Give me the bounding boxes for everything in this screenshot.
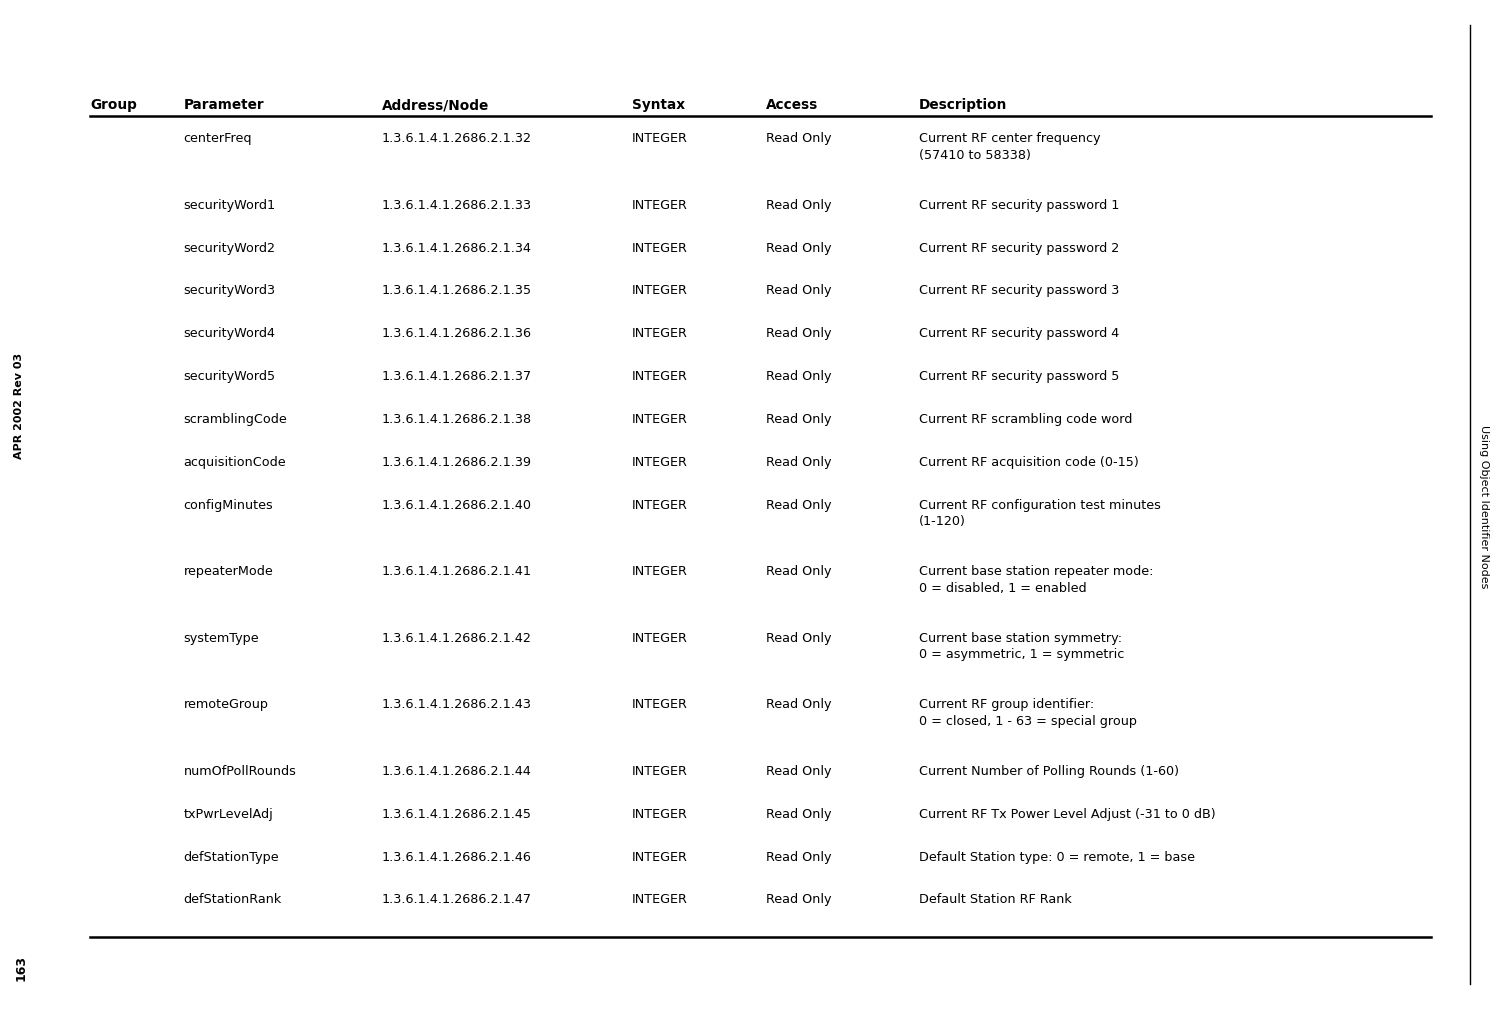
Text: INTEGER: INTEGER	[632, 241, 687, 255]
Text: Current RF security password 5: Current RF security password 5	[919, 370, 1120, 383]
Text: 1.3.6.1.4.1.2686.2.1.40: 1.3.6.1.4.1.2686.2.1.40	[382, 499, 531, 512]
Text: INTEGER: INTEGER	[632, 765, 687, 778]
Text: defStationRank: defStationRank	[184, 893, 281, 907]
Text: Parameter: Parameter	[184, 98, 263, 113]
Text: INTEGER: INTEGER	[632, 632, 687, 645]
Text: 1.3.6.1.4.1.2686.2.1.36: 1.3.6.1.4.1.2686.2.1.36	[382, 328, 531, 341]
Text: APR 2002 Rev 03: APR 2002 Rev 03	[15, 353, 24, 458]
Text: INTEGER: INTEGER	[632, 851, 687, 864]
Text: Read Only: Read Only	[766, 699, 832, 711]
Text: Description: Description	[919, 98, 1007, 113]
Text: INTEGER: INTEGER	[632, 413, 687, 426]
Text: acquisitionCode: acquisitionCode	[184, 456, 286, 469]
Text: Read Only: Read Only	[766, 132, 832, 145]
Text: 1.3.6.1.4.1.2686.2.1.39: 1.3.6.1.4.1.2686.2.1.39	[382, 456, 531, 469]
Text: Current RF security password 1: Current RF security password 1	[919, 199, 1120, 212]
Text: Read Only: Read Only	[766, 566, 832, 578]
Text: configMinutes: configMinutes	[184, 499, 274, 512]
Text: 1.3.6.1.4.1.2686.2.1.47: 1.3.6.1.4.1.2686.2.1.47	[382, 893, 531, 907]
Text: Read Only: Read Only	[766, 413, 832, 426]
Text: securityWord1: securityWord1	[184, 199, 275, 212]
Text: Read Only: Read Only	[766, 370, 832, 383]
Text: Current Number of Polling Rounds (1-60): Current Number of Polling Rounds (1-60)	[919, 765, 1180, 778]
Text: Read Only: Read Only	[766, 456, 832, 469]
Text: Read Only: Read Only	[766, 807, 832, 820]
Text: Default Station type: 0 = remote, 1 = base: Default Station type: 0 = remote, 1 = ba…	[919, 851, 1195, 864]
Text: INTEGER: INTEGER	[632, 566, 687, 578]
Text: securityWord3: securityWord3	[184, 285, 275, 297]
Text: 1.3.6.1.4.1.2686.2.1.35: 1.3.6.1.4.1.2686.2.1.35	[382, 285, 531, 297]
Text: Current base station symmetry:
0 = asymmetric, 1 = symmetric: Current base station symmetry: 0 = asymm…	[919, 632, 1124, 661]
Text: Current RF scrambling code word: Current RF scrambling code word	[919, 413, 1133, 426]
Text: repeaterMode: repeaterMode	[184, 566, 274, 578]
Text: INTEGER: INTEGER	[632, 370, 687, 383]
Text: Using Object Identifier Nodes: Using Object Identifier Nodes	[1479, 425, 1488, 589]
Text: txPwrLevelAdj: txPwrLevelAdj	[184, 807, 274, 820]
Text: Syntax: Syntax	[632, 98, 686, 113]
Text: centerFreq: centerFreq	[184, 132, 251, 145]
Text: Current RF security password 2: Current RF security password 2	[919, 241, 1120, 255]
Text: Read Only: Read Only	[766, 285, 832, 297]
Text: 1.3.6.1.4.1.2686.2.1.32: 1.3.6.1.4.1.2686.2.1.32	[382, 132, 531, 145]
Text: Read Only: Read Only	[766, 499, 832, 512]
Text: Read Only: Read Only	[766, 765, 832, 778]
Text: 1.3.6.1.4.1.2686.2.1.33: 1.3.6.1.4.1.2686.2.1.33	[382, 199, 531, 212]
Text: INTEGER: INTEGER	[632, 807, 687, 820]
Text: 1.3.6.1.4.1.2686.2.1.37: 1.3.6.1.4.1.2686.2.1.37	[382, 370, 531, 383]
Text: Current RF security password 4: Current RF security password 4	[919, 328, 1120, 341]
Text: Current base station repeater mode:
0 = disabled, 1 = enabled: Current base station repeater mode: 0 = …	[919, 566, 1154, 595]
Text: 163: 163	[15, 955, 27, 982]
Text: INTEGER: INTEGER	[632, 499, 687, 512]
Text: 1.3.6.1.4.1.2686.2.1.41: 1.3.6.1.4.1.2686.2.1.41	[382, 566, 531, 578]
Text: Current RF Tx Power Level Adjust (-31 to 0 dB): Current RF Tx Power Level Adjust (-31 to…	[919, 807, 1216, 820]
Text: INTEGER: INTEGER	[632, 328, 687, 341]
Text: INTEGER: INTEGER	[632, 285, 687, 297]
Text: 1.3.6.1.4.1.2686.2.1.38: 1.3.6.1.4.1.2686.2.1.38	[382, 413, 531, 426]
Text: securityWord4: securityWord4	[184, 328, 275, 341]
Text: INTEGER: INTEGER	[632, 456, 687, 469]
Text: scramblingCode: scramblingCode	[184, 413, 287, 426]
Text: INTEGER: INTEGER	[632, 132, 687, 145]
Text: Address/Node: Address/Node	[382, 98, 490, 113]
Text: Group: Group	[90, 98, 138, 113]
Text: Current RF security password 3: Current RF security password 3	[919, 285, 1120, 297]
Text: 1.3.6.1.4.1.2686.2.1.43: 1.3.6.1.4.1.2686.2.1.43	[382, 699, 531, 711]
Text: defStationType: defStationType	[184, 851, 278, 864]
Text: Current RF center frequency
(57410 to 58338): Current RF center frequency (57410 to 58…	[919, 132, 1100, 161]
Text: remoteGroup: remoteGroup	[184, 699, 268, 711]
Text: Access: Access	[766, 98, 819, 113]
Text: INTEGER: INTEGER	[632, 699, 687, 711]
Text: Read Only: Read Only	[766, 328, 832, 341]
Text: Read Only: Read Only	[766, 632, 832, 645]
Text: securityWord5: securityWord5	[184, 370, 275, 383]
Text: Current RF group identifier:
0 = closed, 1 - 63 = special group: Current RF group identifier: 0 = closed,…	[919, 699, 1138, 728]
Text: securityWord2: securityWord2	[184, 241, 275, 255]
Text: Read Only: Read Only	[766, 893, 832, 907]
Text: Read Only: Read Only	[766, 241, 832, 255]
Text: Current RF configuration test minutes
(1-120): Current RF configuration test minutes (1…	[919, 499, 1162, 528]
Text: 1.3.6.1.4.1.2686.2.1.45: 1.3.6.1.4.1.2686.2.1.45	[382, 807, 531, 820]
Text: 1.3.6.1.4.1.2686.2.1.34: 1.3.6.1.4.1.2686.2.1.34	[382, 241, 531, 255]
Text: 1.3.6.1.4.1.2686.2.1.46: 1.3.6.1.4.1.2686.2.1.46	[382, 851, 531, 864]
Text: Read Only: Read Only	[766, 851, 832, 864]
Text: Default Station RF Rank: Default Station RF Rank	[919, 893, 1072, 907]
Text: 1.3.6.1.4.1.2686.2.1.44: 1.3.6.1.4.1.2686.2.1.44	[382, 765, 531, 778]
Text: systemType: systemType	[184, 632, 259, 645]
Text: INTEGER: INTEGER	[632, 199, 687, 212]
Text: 1.3.6.1.4.1.2686.2.1.42: 1.3.6.1.4.1.2686.2.1.42	[382, 632, 531, 645]
Text: Read Only: Read Only	[766, 199, 832, 212]
Text: INTEGER: INTEGER	[632, 893, 687, 907]
Text: Current RF acquisition code (0-15): Current RF acquisition code (0-15)	[919, 456, 1139, 469]
Text: numOfPollRounds: numOfPollRounds	[184, 765, 296, 778]
